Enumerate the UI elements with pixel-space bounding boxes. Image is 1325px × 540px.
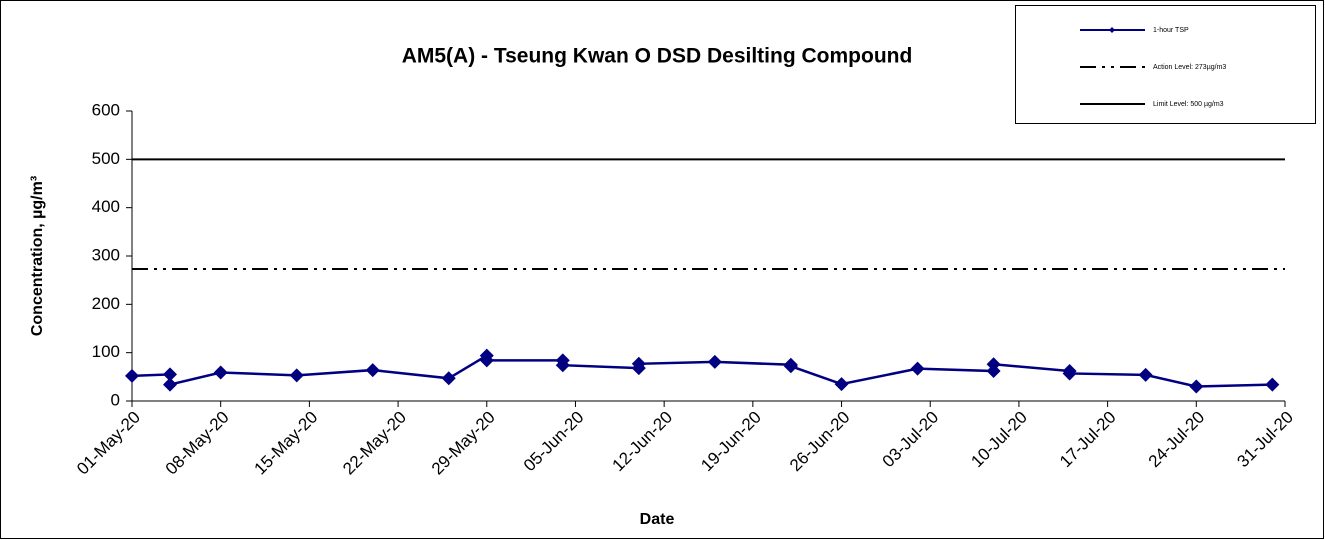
x-axis-label: Date <box>640 511 675 528</box>
data-point <box>289 368 304 383</box>
y-tick-label: 300 <box>92 245 120 264</box>
y-tick-label: 100 <box>92 342 120 361</box>
y-axis-label: Concentration, µg/m³ <box>29 176 46 336</box>
data-point <box>1062 366 1077 381</box>
data-point <box>986 357 1001 372</box>
data-point <box>834 377 849 392</box>
chart-title: AM5(A) - Tseung Kwan O DSD Desilting Com… <box>402 45 913 68</box>
data-point <box>163 367 178 382</box>
data-point <box>555 358 570 373</box>
y-tick-label: 500 <box>92 149 120 168</box>
legend-label: Limit Level: 500 µg/m3 <box>1153 101 1224 108</box>
data-point <box>1138 367 1153 382</box>
legend-label: 1-hour TSP <box>1153 27 1189 34</box>
data-point <box>441 371 456 386</box>
data-point <box>783 359 798 374</box>
data-point <box>707 354 722 369</box>
data-point <box>631 356 646 371</box>
data-point <box>910 361 925 376</box>
data-point <box>125 368 139 383</box>
y-tick-label: 200 <box>92 294 120 313</box>
y-tick-label: 400 <box>92 197 120 216</box>
data-point <box>163 377 178 392</box>
data-point <box>365 363 380 378</box>
legend-label: Action Level: 273µg/m3 <box>1153 64 1226 71</box>
data-point <box>1265 377 1280 392</box>
y-tick-label: 0 <box>111 390 120 409</box>
data-point <box>213 365 228 380</box>
data-point <box>1189 379 1204 394</box>
legend-marker <box>1109 27 1115 33</box>
legend-box <box>1015 5 1316 124</box>
data-point <box>479 353 494 368</box>
y-tick-label: 600 <box>92 100 120 119</box>
